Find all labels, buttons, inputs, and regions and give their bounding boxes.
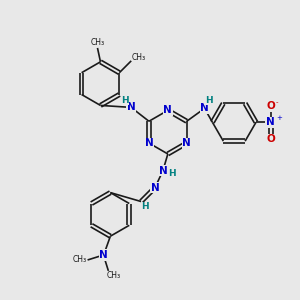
Text: CH₃: CH₃ xyxy=(106,271,120,280)
Text: N: N xyxy=(266,117,275,127)
Text: H: H xyxy=(205,96,212,105)
Text: N: N xyxy=(164,105,172,116)
Text: CH₃: CH₃ xyxy=(132,53,146,62)
Text: N: N xyxy=(99,250,108,260)
Text: N: N xyxy=(127,102,136,112)
Text: +: + xyxy=(276,115,282,121)
Text: N: N xyxy=(158,166,167,176)
Text: H: H xyxy=(122,96,129,105)
Text: H: H xyxy=(141,202,149,211)
Text: O: O xyxy=(266,101,275,111)
Text: N: N xyxy=(145,138,153,148)
Text: -: - xyxy=(276,99,278,105)
Text: H: H xyxy=(168,169,176,178)
Text: N: N xyxy=(151,183,159,193)
Text: N: N xyxy=(182,138,191,148)
Text: O: O xyxy=(266,134,275,144)
Text: CH₃: CH₃ xyxy=(73,256,87,265)
Text: N: N xyxy=(200,103,209,113)
Text: CH₃: CH₃ xyxy=(90,38,105,46)
